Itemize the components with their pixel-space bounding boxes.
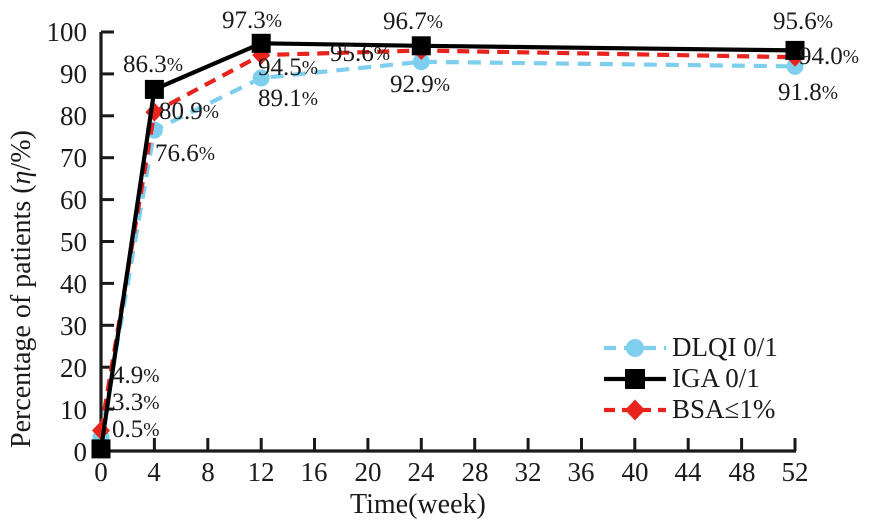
x-tick-12: 12 — [247, 457, 275, 487]
percent-sign: % — [143, 393, 160, 415]
data-label-w24-iga: 96.7% — [383, 9, 443, 34]
y-axis-title-prefix: Percentage of patients ( — [6, 184, 37, 448]
data-label-w52-iga: 95.6% — [773, 9, 833, 34]
data-label-w12-dlqi: 89.1% — [258, 86, 318, 111]
percent-sign: % — [143, 420, 160, 442]
y-tick-70: 70 — [60, 143, 87, 173]
x-axis-ticks — [99, 438, 797, 451]
value: 92.9 — [390, 71, 434, 98]
value: 76.6 — [155, 140, 199, 167]
value: 94.0 — [799, 43, 843, 70]
x-tick-44: 44 — [674, 457, 702, 487]
percent-sign: % — [202, 102, 219, 124]
x-tick-4: 4 — [147, 457, 161, 487]
value: 80.9 — [159, 98, 203, 125]
y-axis-title-unit: /% — [6, 139, 37, 171]
percent-sign: % — [166, 55, 183, 77]
percent-sign: % — [433, 75, 450, 97]
legend-marker-bsa — [604, 399, 666, 421]
x-tick-48: 48 — [728, 457, 756, 487]
percent-sign: % — [373, 44, 390, 66]
y-tick-100: 100 — [46, 17, 88, 47]
data-label-w0-dlqi: 3.3% — [112, 390, 160, 415]
value: 94.5 — [258, 54, 302, 81]
x-tick-40: 40 — [621, 457, 649, 487]
data-label-w12-bsa: 94.5% — [258, 55, 318, 80]
legend-item-dlqi[interactable]: DLQI 0/1 — [672, 332, 778, 362]
percent-sign: % — [821, 83, 838, 105]
data-label-w4-bsa: 80.9% — [159, 99, 219, 124]
series-iga — [91, 33, 805, 459]
percent-sign: % — [198, 144, 215, 166]
x-tick-16: 16 — [300, 457, 328, 487]
percent-sign: % — [816, 12, 833, 34]
y-tick-80: 80 — [60, 101, 87, 131]
value: 86.3 — [123, 51, 167, 78]
percent-sign: % — [301, 58, 318, 80]
value: 0.5 — [112, 416, 144, 443]
legend-item-iga[interactable]: IGA 0/1 — [672, 363, 760, 393]
y-tick-10: 10 — [60, 395, 87, 425]
value: 89.1 — [258, 85, 302, 112]
data-label-w12-iga: 97.3% — [222, 8, 282, 33]
x-tick-24: 24 — [407, 457, 435, 487]
x-tick-20: 20 — [354, 457, 382, 487]
value: 91.8 — [778, 79, 822, 106]
legend-item-bsa[interactable]: BSA≤1% — [672, 394, 776, 424]
data-label-w0-iga: 0.5% — [112, 417, 160, 442]
value: 4.9 — [112, 362, 144, 389]
percent-sign: % — [265, 11, 282, 33]
x-tick-8: 8 — [201, 457, 215, 487]
percent-sign: % — [143, 366, 160, 388]
y-axis-title-suffix: ) — [6, 130, 37, 140]
x-tick-32: 32 — [514, 457, 542, 487]
legend-marker-iga — [604, 369, 666, 389]
y-tick-0: 0 — [73, 437, 88, 467]
value: 97.3 — [222, 7, 266, 34]
percent-sign: % — [842, 47, 859, 69]
y-tick-60: 60 — [60, 185, 87, 215]
y-tick-30: 30 — [60, 311, 87, 341]
value: 95.6 — [773, 8, 817, 35]
x-axis-title: Time(week) — [350, 489, 486, 520]
data-label-w24-dlqi: 92.9% — [390, 72, 450, 97]
x-tick-36: 36 — [567, 457, 595, 487]
data-label-w52-dlqi: 91.8% — [778, 80, 838, 105]
value: 3.3 — [112, 389, 144, 416]
x-tick-52: 52 — [781, 457, 809, 487]
legend-marker-dlqi — [604, 339, 666, 357]
y-tick-40: 40 — [60, 269, 87, 299]
data-label-w24-bsa: 95.6% — [330, 41, 390, 66]
value: 96.7 — [383, 8, 427, 35]
data-label-w0-bsa: 4.9% — [112, 363, 160, 388]
percent-sign: % — [301, 89, 318, 111]
data-label-w52-bsa: 94.0% — [799, 44, 859, 69]
y-tick-50: 50 — [60, 227, 87, 257]
y-axis-title: Percentage of patients (η/%) — [6, 130, 37, 448]
y-axis-title-symbol: η — [6, 170, 37, 185]
data-label-w4-iga: 86.3% — [123, 52, 183, 77]
x-tick-28: 28 — [461, 457, 489, 487]
y-tick-20: 20 — [60, 353, 87, 383]
x-tick-0: 0 — [94, 457, 108, 487]
data-label-w4-dlqi: 76.6% — [155, 141, 215, 166]
y-tick-90: 90 — [60, 59, 87, 89]
value: 95.6 — [330, 40, 374, 67]
percent-sign: % — [426, 12, 443, 34]
